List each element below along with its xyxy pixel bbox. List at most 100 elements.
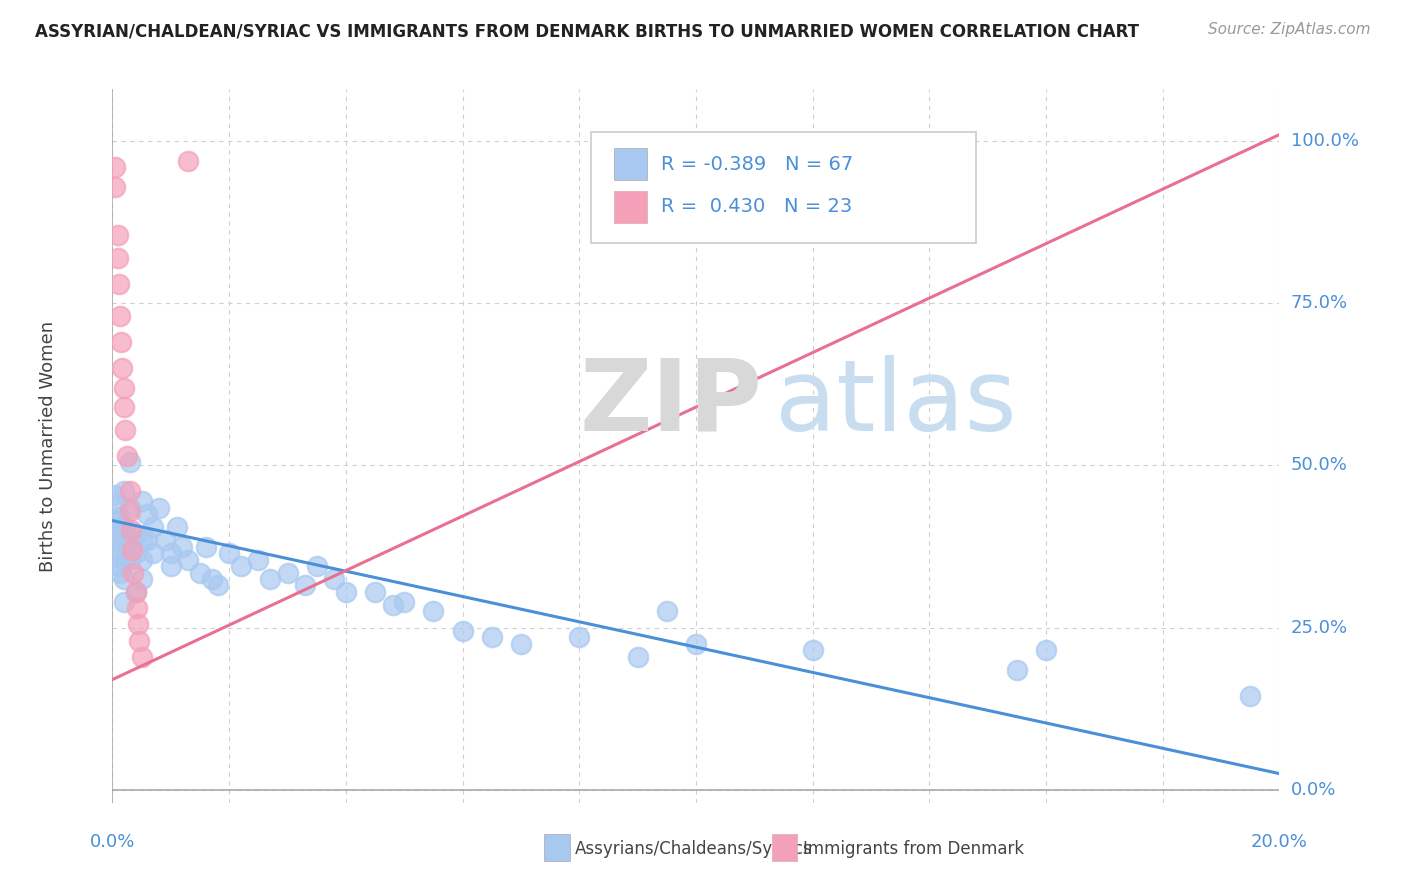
Text: Immigrants from Denmark: Immigrants from Denmark: [803, 840, 1025, 858]
Point: [247, 552, 270, 566]
Point: [177, 153, 200, 168]
Point: [107, 251, 129, 265]
Point: [118, 533, 141, 547]
Point: [131, 572, 153, 586]
Text: R = -0.389   N = 67: R = -0.389 N = 67: [661, 154, 853, 174]
Text: R =  0.430   N = 23: R = 0.430 N = 23: [661, 197, 852, 217]
Point: [112, 484, 135, 499]
Point: [148, 500, 170, 515]
Bar: [544, 834, 569, 862]
Point: [685, 637, 707, 651]
Point: [364, 585, 387, 599]
Text: ASSYRIAN/CHALDEAN/SYRIAC VS IMMIGRANTS FROM DENMARK BIRTHS TO UNMARRIED WOMEN CO: ASSYRIAN/CHALDEAN/SYRIAC VS IMMIGRANTS F…: [35, 22, 1139, 40]
Point: [112, 572, 135, 586]
Bar: [614, 148, 647, 180]
Point: [394, 595, 416, 609]
Point: [481, 631, 503, 645]
Point: [125, 546, 148, 560]
Point: [120, 524, 142, 538]
Point: [451, 624, 474, 638]
Text: Source: ZipAtlas.com: Source: ZipAtlas.com: [1208, 22, 1371, 37]
Point: [1005, 663, 1028, 677]
Text: ZIP: ZIP: [579, 355, 762, 451]
Point: [112, 595, 135, 609]
Text: 75.0%: 75.0%: [1291, 294, 1348, 312]
Point: [104, 514, 127, 528]
Point: [107, 546, 129, 560]
Point: [103, 488, 125, 502]
Point: [104, 526, 127, 541]
Point: [201, 572, 224, 586]
Text: 25.0%: 25.0%: [1291, 619, 1348, 637]
Point: [127, 617, 149, 632]
Point: [166, 520, 188, 534]
Point: [112, 381, 135, 395]
Point: [177, 552, 200, 566]
Point: [114, 423, 136, 437]
Point: [128, 633, 150, 648]
Point: [323, 572, 346, 586]
Point: [125, 526, 148, 541]
Point: [107, 228, 129, 243]
Point: [259, 572, 281, 586]
Bar: [772, 834, 797, 862]
Point: [422, 604, 444, 618]
Point: [142, 546, 165, 560]
Point: [568, 631, 591, 645]
Point: [207, 578, 229, 592]
Text: 0.0%: 0.0%: [1291, 780, 1336, 799]
Point: [104, 160, 127, 174]
Point: [125, 585, 148, 599]
Point: [112, 520, 135, 534]
Point: [111, 361, 134, 376]
Point: [125, 585, 148, 599]
Point: [121, 542, 143, 557]
Point: [655, 604, 678, 618]
Point: [801, 643, 824, 657]
Point: [131, 552, 153, 566]
Point: [335, 585, 357, 599]
Point: [115, 449, 138, 463]
Point: [107, 533, 129, 547]
Text: Births to Unmarried Women: Births to Unmarried Women: [39, 320, 58, 572]
Point: [108, 277, 131, 291]
Text: 20.0%: 20.0%: [1251, 833, 1308, 851]
Point: [104, 179, 127, 194]
Point: [294, 578, 316, 592]
Point: [509, 637, 531, 651]
Point: [108, 510, 131, 524]
Point: [107, 520, 129, 534]
Point: [112, 552, 135, 566]
Point: [142, 520, 165, 534]
Point: [118, 455, 141, 469]
Point: [112, 400, 135, 414]
Point: [160, 559, 183, 574]
Point: [136, 533, 159, 547]
Point: [107, 497, 129, 511]
Point: [305, 559, 328, 574]
Text: Assyrians/Chaldeans/Syriacs: Assyrians/Chaldeans/Syriacs: [575, 840, 813, 858]
Point: [627, 649, 650, 664]
Point: [125, 601, 148, 615]
Point: [110, 335, 132, 350]
Point: [108, 559, 131, 574]
Point: [131, 494, 153, 508]
Point: [218, 546, 240, 560]
Point: [118, 500, 141, 515]
Point: [381, 598, 404, 612]
Point: [172, 540, 194, 554]
Point: [112, 533, 135, 547]
Point: [160, 546, 183, 560]
FancyBboxPatch shape: [591, 132, 976, 243]
Point: [108, 310, 131, 324]
Text: 50.0%: 50.0%: [1291, 457, 1347, 475]
Point: [122, 566, 145, 580]
Point: [229, 559, 252, 574]
Bar: [614, 191, 647, 223]
Point: [1035, 643, 1057, 657]
Point: [276, 566, 298, 580]
Text: 0.0%: 0.0%: [90, 833, 135, 851]
Text: 100.0%: 100.0%: [1291, 132, 1358, 150]
Point: [1239, 689, 1261, 703]
Point: [105, 546, 128, 560]
